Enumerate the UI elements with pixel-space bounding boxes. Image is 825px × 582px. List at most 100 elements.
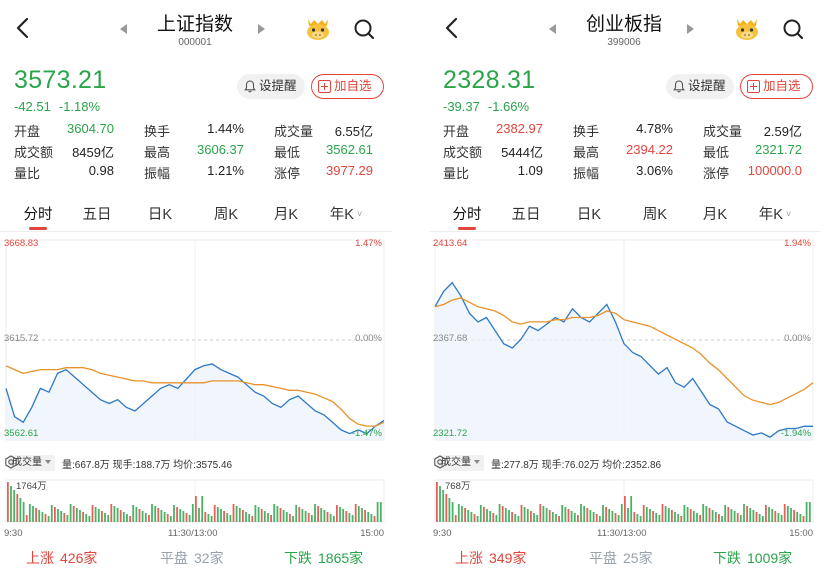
tab-5[interactable]: 年K ˅: [316, 203, 376, 224]
volume-bar: [148, 515, 150, 522]
volume-bar: [714, 512, 717, 522]
volume-bar: [113, 506, 116, 522]
tab-3[interactable]: 周K: [625, 203, 685, 224]
fall-label: 下跌: [284, 550, 312, 566]
plus-square-icon: [747, 80, 760, 93]
volume-bar: [774, 511, 777, 522]
volume-bar: [758, 514, 761, 522]
tab-5[interactable]: 年K ˅: [745, 203, 805, 224]
volume-bar: [705, 506, 708, 522]
search-icon[interactable]: [781, 17, 805, 41]
volume-bar: [783, 504, 786, 522]
back-arrow-icon[interactable]: [441, 16, 463, 40]
volume-bar: [508, 510, 510, 522]
tab-0[interactable]: 分时: [8, 203, 68, 230]
cow-mascot-icon[interactable]: [733, 15, 761, 41]
volume-bar: [483, 507, 485, 522]
intraday-chart[interactable]: [0, 232, 392, 582]
next-index-arrow-icon[interactable]: [687, 24, 694, 34]
volume-bar: [310, 515, 313, 522]
volume-bar: [624, 496, 626, 522]
time-start-label: 9:30: [433, 528, 452, 539]
stat-value: 8459亿: [72, 145, 114, 160]
intraday-chart[interactable]: [429, 232, 821, 582]
volume-bar: [135, 507, 138, 522]
volume-bar: [166, 514, 169, 522]
chart-mid-left-label: 3615.72: [4, 333, 39, 344]
volume-bar: [104, 513, 106, 522]
set-reminder-button[interactable]: 设提醒: [666, 74, 734, 99]
next-index-arrow-icon[interactable]: [258, 24, 265, 34]
tab-2[interactable]: 日K: [130, 203, 190, 224]
volume-bar: [204, 512, 207, 522]
volume-bar: [736, 513, 739, 522]
volume-bar: [191, 504, 194, 522]
tab-label: 月K: [702, 207, 728, 223]
volume-bar: [454, 515, 457, 522]
tab-2[interactable]: 日K: [559, 203, 619, 224]
tab-0[interactable]: 分时: [437, 203, 497, 230]
volume-bar: [339, 507, 341, 522]
prev-index-arrow-icon[interactable]: [120, 24, 127, 34]
change-percent: -1.18%: [58, 99, 101, 114]
volume-bar: [671, 510, 673, 522]
volume-bar: [733, 511, 736, 522]
volume-bar: [110, 504, 113, 522]
volume-bar: [185, 513, 188, 522]
price-series-line: [434, 281, 813, 438]
volume-bar: [88, 516, 91, 522]
chinext-index-panel: 创业板指 399006 2328.31 -39.37 -1.66% 设提醒 加自选…: [429, 0, 821, 582]
volume-bar: [101, 511, 103, 522]
volume-bar: [220, 509, 222, 522]
chart-period-tabs: 分时 五日 日K 周K 月K 年K ˅: [0, 203, 392, 231]
tab-3[interactable]: 周K: [196, 203, 256, 224]
volume-bar: [75, 508, 78, 522]
back-arrow-icon[interactable]: [12, 16, 34, 40]
volume-bar: [295, 505, 298, 522]
volume-bar: [129, 516, 131, 522]
chevron-down-icon: ˅: [356, 209, 363, 219]
stat-label: 最高: [573, 145, 600, 160]
volume-bar: [357, 506, 360, 522]
tab-4[interactable]: 月K: [256, 203, 316, 224]
market-breadth: 上涨 349家 平盘 25家 下跌 1009家: [429, 548, 821, 576]
add-watchlist-button[interactable]: 加自选: [740, 74, 813, 99]
tab-4[interactable]: 月K: [685, 203, 745, 224]
tab-1[interactable]: 五日: [496, 203, 556, 224]
volume-bar: [451, 502, 454, 522]
volume-indicator-select[interactable]: 成交量: [437, 455, 484, 471]
settings-gear-icon[interactable]: [4, 455, 18, 469]
volume-bar: [314, 504, 316, 522]
volume-bar: [289, 514, 291, 522]
add-watchlist-button[interactable]: 加自选: [311, 74, 384, 99]
tab-label: 日K: [576, 207, 602, 223]
volume-indicator-select[interactable]: 成交量: [8, 455, 55, 471]
set-reminder-button[interactable]: 设提醒: [237, 74, 305, 99]
header-bar: 创业板指 399006: [429, 0, 821, 56]
volume-bar: [517, 516, 520, 522]
volume-bar: [28, 504, 31, 522]
index-code: 399006: [607, 37, 641, 48]
volume-bar: [7, 482, 9, 522]
volume-bar: [536, 515, 539, 522]
volume-bar: [345, 511, 348, 522]
volume-bar: [511, 512, 513, 522]
volume-bar: [645, 507, 648, 522]
chart-bottom-right-label: -1.94%: [780, 428, 811, 439]
volume-bar: [727, 507, 730, 522]
volume-bar: [683, 505, 686, 522]
tab-label: 分时: [452, 207, 482, 223]
volume-bar: [667, 508, 670, 522]
tab-1[interactable]: 五日: [67, 203, 127, 224]
tabs-divider: [0, 231, 392, 232]
stat-value: 2394.22: [626, 142, 673, 157]
prev-index-arrow-icon[interactable]: [549, 24, 556, 34]
volume-bar: [198, 508, 200, 522]
volume-bar: [332, 516, 335, 522]
volume-max-label: 768万: [445, 481, 471, 492]
stat-value: 3.06%: [636, 163, 673, 178]
stat-value: 2382.97: [496, 121, 543, 136]
search-icon[interactable]: [352, 17, 376, 41]
settings-gear-icon[interactable]: [433, 455, 447, 469]
cow-mascot-icon[interactable]: [304, 15, 332, 41]
